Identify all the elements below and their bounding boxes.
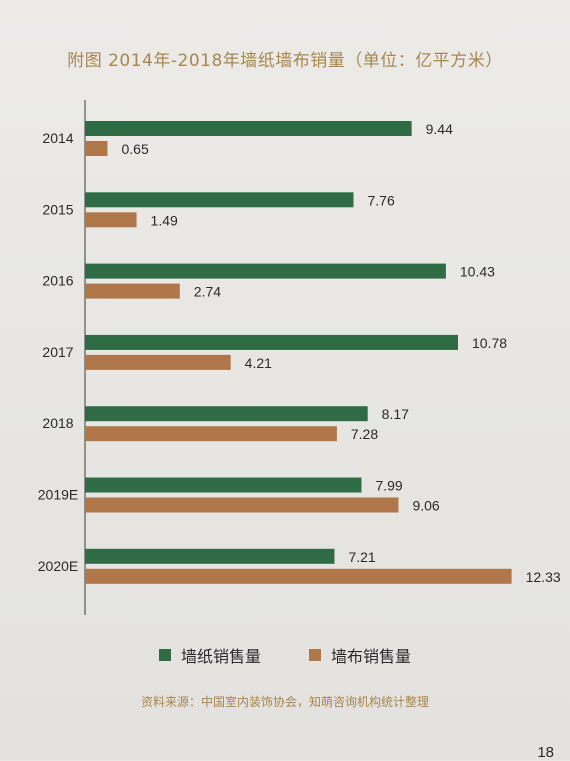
data-label-wallcloth-2015: 1.49 (151, 212, 178, 228)
bar-wallpaper-2020E (85, 548, 335, 564)
data-label-wallpaper-2020E: 7.21 (348, 549, 375, 565)
legend-item-wallpaper: 墙纸销售量 (158, 643, 261, 667)
data-label-wallpaper-2015: 7.76 (367, 192, 394, 208)
category-label-2016: 2016 (42, 273, 73, 289)
category-label-2014: 2014 (42, 130, 73, 146)
data-label-wallpaper-2017: 10.78 (472, 335, 507, 351)
data-label-wallpaper-2018: 8.17 (382, 406, 409, 422)
data-label-wallcloth-2017: 4.21 (245, 355, 272, 371)
data-label-wallcloth-2016: 2.74 (194, 284, 221, 300)
bar-wallcloth-2015 (85, 212, 137, 228)
data-label-wallcloth-2019E: 9.06 (412, 498, 439, 514)
data-label-wallpaper-2016: 10.43 (460, 264, 495, 280)
bar-wallcloth-2018 (85, 426, 337, 442)
bar-wallpaper-2017 (85, 334, 458, 350)
data-label-wallpaper-2019E: 7.99 (375, 478, 402, 494)
bar-wallcloth-2020E (85, 568, 512, 584)
chart-title: 附图 2014年-2018年墙纸墙布销量（单位：亿平方米） (67, 51, 503, 71)
legend: 墙纸销售量 墙布销售量 (0, 643, 570, 667)
legend-item-wallcloth: 墙布销售量 (309, 643, 411, 667)
bar-wallcloth-2017 (85, 354, 231, 370)
category-label-2017: 2017 (42, 344, 73, 360)
bar-wallpaper-2019E (85, 477, 362, 493)
data-label-wallcloth-2018: 7.28 (351, 426, 378, 442)
bar-wallcloth-2016 (85, 283, 180, 299)
category-label-2020E: 2020E (38, 558, 78, 574)
legend-swatch-wallcloth (309, 649, 321, 661)
bar-chart: 2014 9.44 0.65 2015 7.76 1.49 2016 10.43 2.74 201… (38, 100, 561, 615)
legend-label-wallcloth: 墙布销售量 (331, 647, 412, 666)
category-label-2018: 2018 (42, 415, 73, 431)
bar-wallpaper-2018 (85, 406, 368, 422)
category-label-2015: 2015 (42, 201, 73, 217)
data-label-wallcloth-2020E: 12.33 (526, 569, 561, 585)
data-label-wallcloth-2014: 0.65 (121, 141, 148, 157)
data-label-wallpaper-2014: 9.44 (426, 121, 453, 137)
bar-wallcloth-2019E (85, 497, 399, 513)
bar-wallpaper-2015 (85, 192, 354, 208)
bar-wallcloth-2014 (85, 141, 108, 156)
category-label-2019E: 2019E (38, 487, 78, 503)
page-number: 18 (537, 744, 554, 761)
legend-label-wallpaper: 墙纸销售量 (180, 647, 261, 666)
source-note: 资料来源：中国室内装饰协会，知萌咨询机构统计整理 (140, 695, 429, 709)
legend-swatch-wallpaper (158, 649, 171, 661)
bar-wallpaper-2014 (85, 121, 412, 136)
bar-wallpaper-2016 (85, 263, 446, 279)
